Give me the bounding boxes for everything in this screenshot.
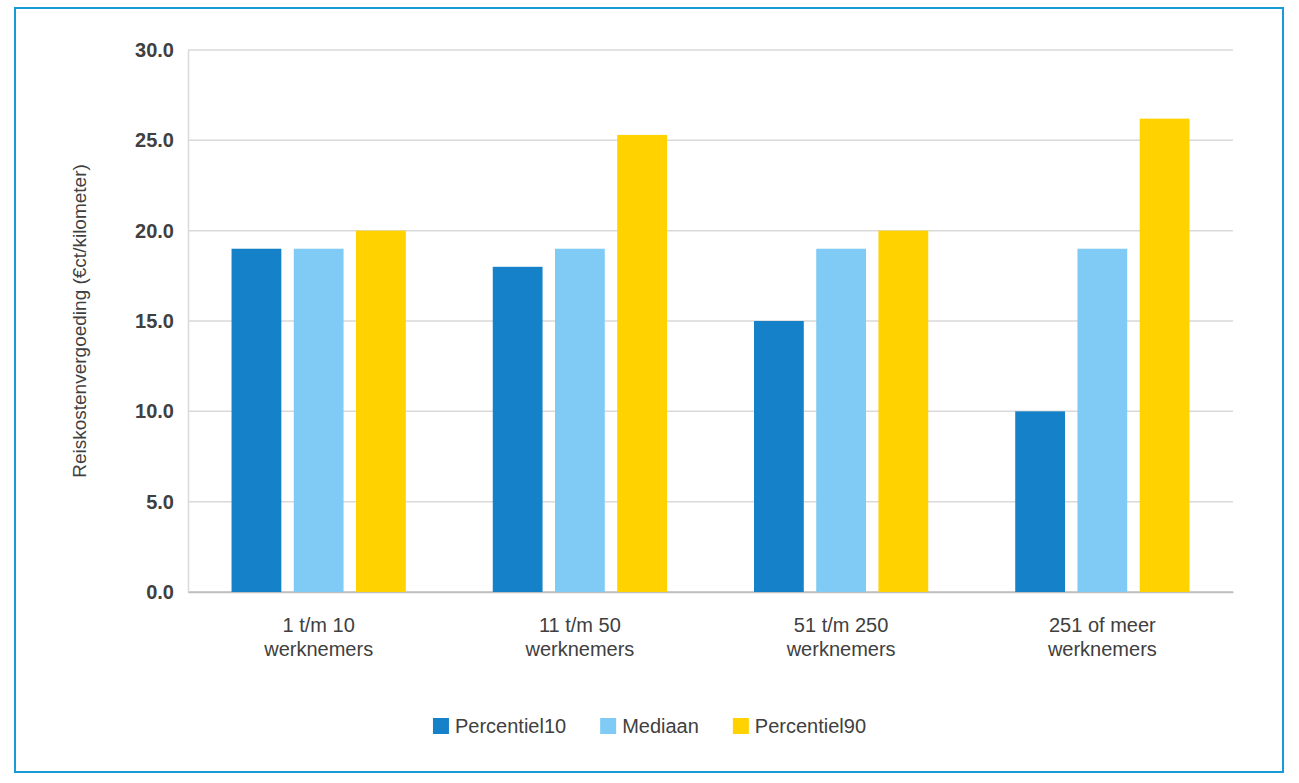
bar	[816, 249, 866, 592]
grid-line	[188, 501, 1233, 503]
bar	[878, 231, 928, 592]
axis-title: Reiskostenvergoeding (€ct/kilometer)	[69, 164, 90, 478]
tick-label: 51 t/m 250werknemers	[786, 614, 896, 660]
tick: 30.0	[135, 39, 188, 61]
bar	[1077, 249, 1127, 592]
axis-line	[189, 592, 1234, 594]
tick: 25.0	[135, 129, 188, 151]
tick-label: 251 of meerwerknemers	[1047, 614, 1157, 660]
axis-line	[188, 51, 190, 593]
tick-label-line: werknemers	[524, 638, 634, 660]
grid-line	[188, 140, 1233, 142]
tick-label-line: 251 of meer	[1049, 614, 1156, 636]
tick: 10.0	[135, 400, 188, 422]
bar	[555, 249, 605, 592]
grid-line	[188, 411, 1233, 413]
x-axis: 1 t/m 10werknemers11 t/m 50werknemers51 …	[189, 592, 1234, 660]
tick-label-line: werknemers	[786, 638, 896, 660]
tick-label: 20.0	[135, 220, 174, 242]
legend-swatch	[433, 718, 449, 734]
grid-line	[188, 591, 1233, 593]
tick-label: 30.0	[135, 39, 174, 61]
tick-label-line: 11 t/m 50	[539, 614, 621, 636]
tick: 5.0	[146, 491, 188, 513]
tick-label: 25.0	[135, 129, 174, 151]
bar	[754, 321, 804, 592]
bar	[356, 231, 406, 592]
tick: 20.0	[135, 220, 188, 242]
grid-line	[188, 49, 1233, 51]
bar	[493, 267, 543, 592]
frame	[15, 8, 1283, 772]
legend-item: Percentiel10	[433, 715, 566, 737]
bar	[1140, 119, 1190, 592]
bar	[294, 249, 344, 592]
bars	[232, 119, 1190, 592]
bar	[1015, 411, 1065, 592]
legend-item: Percentiel90	[733, 715, 866, 737]
series	[356, 119, 1189, 592]
tick-label: 11 t/m 50werknemers	[524, 614, 634, 660]
tick: 0.0	[146, 581, 188, 603]
legend-label: Percentiel90	[755, 715, 866, 737]
legend: Percentiel10 Mediaan Percentiel90	[433, 715, 866, 737]
legend-swatch	[733, 718, 749, 734]
tick-label: 0.0	[146, 581, 174, 603]
tick-label-line: 1 t/m 10	[283, 614, 355, 636]
tick: 11 t/m 50werknemers	[524, 592, 634, 660]
tick-label-line: werknemers	[1047, 638, 1157, 660]
tick: 51 t/m 250werknemers	[786, 592, 896, 660]
tick-label: 10.0	[135, 400, 174, 422]
y-axis: 0.0 5.0 10.0 15.0 20.0 25.0 30.0	[135, 39, 188, 603]
tick-label-line: 51 t/m 250	[794, 614, 889, 636]
bar	[232, 249, 282, 592]
grid-line	[188, 320, 1233, 322]
tick-label: 15.0	[135, 310, 174, 332]
tick-label-line: werknemers	[263, 638, 373, 660]
bar	[617, 135, 667, 592]
series	[294, 249, 1127, 592]
tick-label: 1 t/m 10werknemers	[263, 614, 373, 660]
grid-line	[188, 230, 1233, 232]
legend-label: Mediaan	[622, 715, 699, 737]
legend-swatch	[600, 718, 616, 734]
legend-item: Mediaan	[600, 715, 699, 737]
tick-label: 5.0	[146, 491, 174, 513]
tick: 1 t/m 10werknemers	[263, 592, 373, 660]
chart: 0.0 5.0 10.0 15.0 20.0 25.0 30.0 Reiskostenverg…	[0, 0, 1299, 783]
tick: 251 of meerwerknemers	[1047, 592, 1157, 660]
legend-label: Percentiel10	[455, 715, 566, 737]
tick: 15.0	[135, 310, 188, 332]
grid	[188, 50, 1233, 592]
